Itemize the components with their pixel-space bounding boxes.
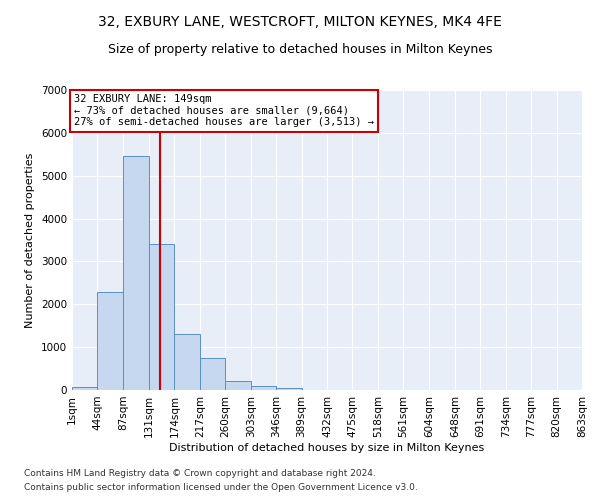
Text: Contains HM Land Registry data © Crown copyright and database right 2024.: Contains HM Land Registry data © Crown c… — [24, 468, 376, 477]
Bar — [225, 382, 251, 390]
Bar — [276, 388, 302, 390]
Bar — [97, 292, 123, 390]
Text: Size of property relative to detached houses in Milton Keynes: Size of property relative to detached ho… — [108, 42, 492, 56]
Text: 32, EXBURY LANE, WESTCROFT, MILTON KEYNES, MK4 4FE: 32, EXBURY LANE, WESTCROFT, MILTON KEYNE… — [98, 15, 502, 29]
Bar — [149, 244, 175, 390]
Text: 32 EXBURY LANE: 149sqm
← 73% of detached houses are smaller (9,664)
27% of semi-: 32 EXBURY LANE: 149sqm ← 73% of detached… — [74, 94, 374, 128]
Bar — [200, 358, 225, 390]
Text: Contains public sector information licensed under the Open Government Licence v3: Contains public sector information licen… — [24, 484, 418, 492]
Bar — [251, 386, 276, 390]
Bar — [123, 156, 149, 390]
Bar — [175, 334, 200, 390]
Y-axis label: Number of detached properties: Number of detached properties — [25, 152, 35, 328]
X-axis label: Distribution of detached houses by size in Milton Keynes: Distribution of detached houses by size … — [169, 442, 485, 452]
Bar — [72, 387, 97, 390]
